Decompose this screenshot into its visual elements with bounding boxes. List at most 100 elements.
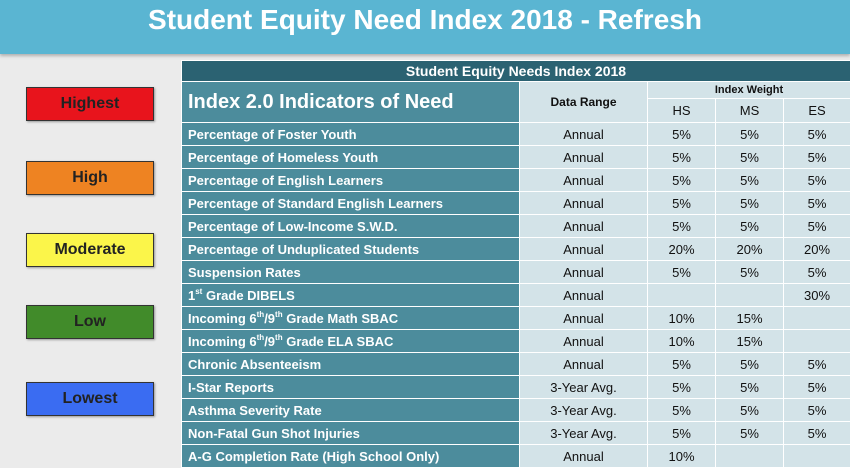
weight-hs-cell: 10%: [648, 307, 716, 330]
weight-hs-cell: 5%: [648, 169, 716, 192]
weight-es-cell: 5%: [784, 261, 850, 284]
weight-ms-cell: 5%: [716, 353, 784, 376]
weight-hs-cell: 5%: [648, 261, 716, 284]
weight-es-cell: 5%: [784, 353, 850, 376]
indicator-name-part: Incoming 6: [188, 334, 257, 349]
legend-moderate: Moderate: [26, 233, 154, 267]
indicator-name: Asthma Severity Rate: [182, 399, 520, 422]
weight-ms-cell: 15%: [716, 307, 784, 330]
weight-ms-cell: 5%: [716, 192, 784, 215]
indicator-name: A-G Completion Rate (High School Only): [182, 445, 520, 468]
weight-ms-cell: 5%: [716, 399, 784, 422]
weight-es-cell: 5%: [784, 399, 850, 422]
weight-ms-cell: 5%: [716, 123, 784, 146]
legend-low: Low: [26, 305, 154, 339]
data-range-cell: 3-Year Avg.: [520, 376, 648, 399]
weight-ms-cell: 5%: [716, 422, 784, 445]
legend-lowest: Lowest: [26, 382, 154, 416]
weight-es-cell: 20%: [784, 238, 850, 261]
weight-hs-cell: 20%: [648, 238, 716, 261]
weight-es-cell: 5%: [784, 169, 850, 192]
index-weight-header: Index Weight: [648, 82, 850, 99]
level-header-es: ES: [784, 99, 850, 123]
weight-es-cell: 5%: [784, 123, 850, 146]
indicator-name: Percentage of English Learners: [182, 169, 520, 192]
indicator-name-part: Grade DIBELS: [202, 288, 294, 303]
indicator-name: Percentage of Foster Youth: [182, 123, 520, 146]
data-range-cell: Annual: [520, 307, 648, 330]
weight-hs-cell: [648, 284, 716, 307]
indicator-header: Index 2.0 Indicators of Need: [182, 82, 520, 123]
weight-ms-cell: 20%: [716, 238, 784, 261]
data-range-cell: Annual: [520, 169, 648, 192]
ordinal-suffix: th: [275, 333, 283, 342]
legend-high: High: [26, 161, 154, 195]
indicator-name: 1st Grade DIBELS: [182, 284, 520, 307]
indicator-name: Percentage of Homeless Youth: [182, 146, 520, 169]
weight-hs-cell: 5%: [648, 123, 716, 146]
table-caption: Student Equity Needs Index 2018: [182, 61, 850, 82]
weight-ms-cell: 5%: [716, 146, 784, 169]
data-range-cell: Annual: [520, 353, 648, 376]
equity-index-table: Student Equity Needs Index 2018 Index 2.…: [181, 60, 850, 468]
level-header-hs: HS: [648, 99, 716, 123]
indicator-name-part: /9: [264, 334, 275, 349]
weight-ms-cell: 5%: [716, 215, 784, 238]
weight-es-cell: 5%: [784, 146, 850, 169]
data-range-header: Data Range: [520, 82, 648, 123]
indicator-name-part: /9: [264, 311, 275, 326]
legend-highest: Highest: [26, 87, 154, 121]
weight-hs-cell: 5%: [648, 215, 716, 238]
weight-ms-cell: 15%: [716, 330, 784, 353]
indicator-name: Incoming 6th/9th Grade Math SBAC: [182, 307, 520, 330]
data-range-cell: Annual: [520, 261, 648, 284]
data-range-cell: Annual: [520, 192, 648, 215]
indicator-name: Percentage of Unduplicated Students: [182, 238, 520, 261]
weight-es-cell: [784, 445, 850, 468]
indicator-name-part: Incoming 6: [188, 311, 257, 326]
weight-es-cell: 5%: [784, 376, 850, 399]
weight-hs-cell: 5%: [648, 353, 716, 376]
weight-es-cell: [784, 330, 850, 353]
weight-es-cell: 5%: [784, 422, 850, 445]
ordinal-suffix: th: [275, 310, 283, 319]
indicator-name-part: Grade ELA SBAC: [283, 334, 394, 349]
data-range-cell: 3-Year Avg.: [520, 422, 648, 445]
weight-es-cell: [784, 307, 850, 330]
weight-hs-cell: 5%: [648, 399, 716, 422]
indicator-name: I-Star Reports: [182, 376, 520, 399]
data-range-cell: Annual: [520, 284, 648, 307]
indicator-name-part: Grade Math SBAC: [283, 311, 399, 326]
weight-ms-cell: 5%: [716, 376, 784, 399]
weight-ms-cell: 5%: [716, 169, 784, 192]
weight-hs-cell: 5%: [648, 192, 716, 215]
indicator-name: Non-Fatal Gun Shot Injuries: [182, 422, 520, 445]
data-range-cell: Annual: [520, 215, 648, 238]
indicator-name: Percentage of Standard English Learners: [182, 192, 520, 215]
indicator-name: Percentage of Low-Income S.W.D.: [182, 215, 520, 238]
weight-ms-cell: [716, 284, 784, 307]
data-range-cell: Annual: [520, 123, 648, 146]
weight-ms-cell: 5%: [716, 261, 784, 284]
weight-es-cell: 30%: [784, 284, 850, 307]
data-range-cell: Annual: [520, 238, 648, 261]
page-title: Student Equity Need Index 2018 - Refresh: [0, 0, 850, 54]
weight-ms-cell: [716, 445, 784, 468]
weight-es-cell: 5%: [784, 215, 850, 238]
weight-es-cell: 5%: [784, 192, 850, 215]
data-range-cell: 3-Year Avg.: [520, 399, 648, 422]
weight-hs-cell: 5%: [648, 146, 716, 169]
weight-hs-cell: 5%: [648, 376, 716, 399]
